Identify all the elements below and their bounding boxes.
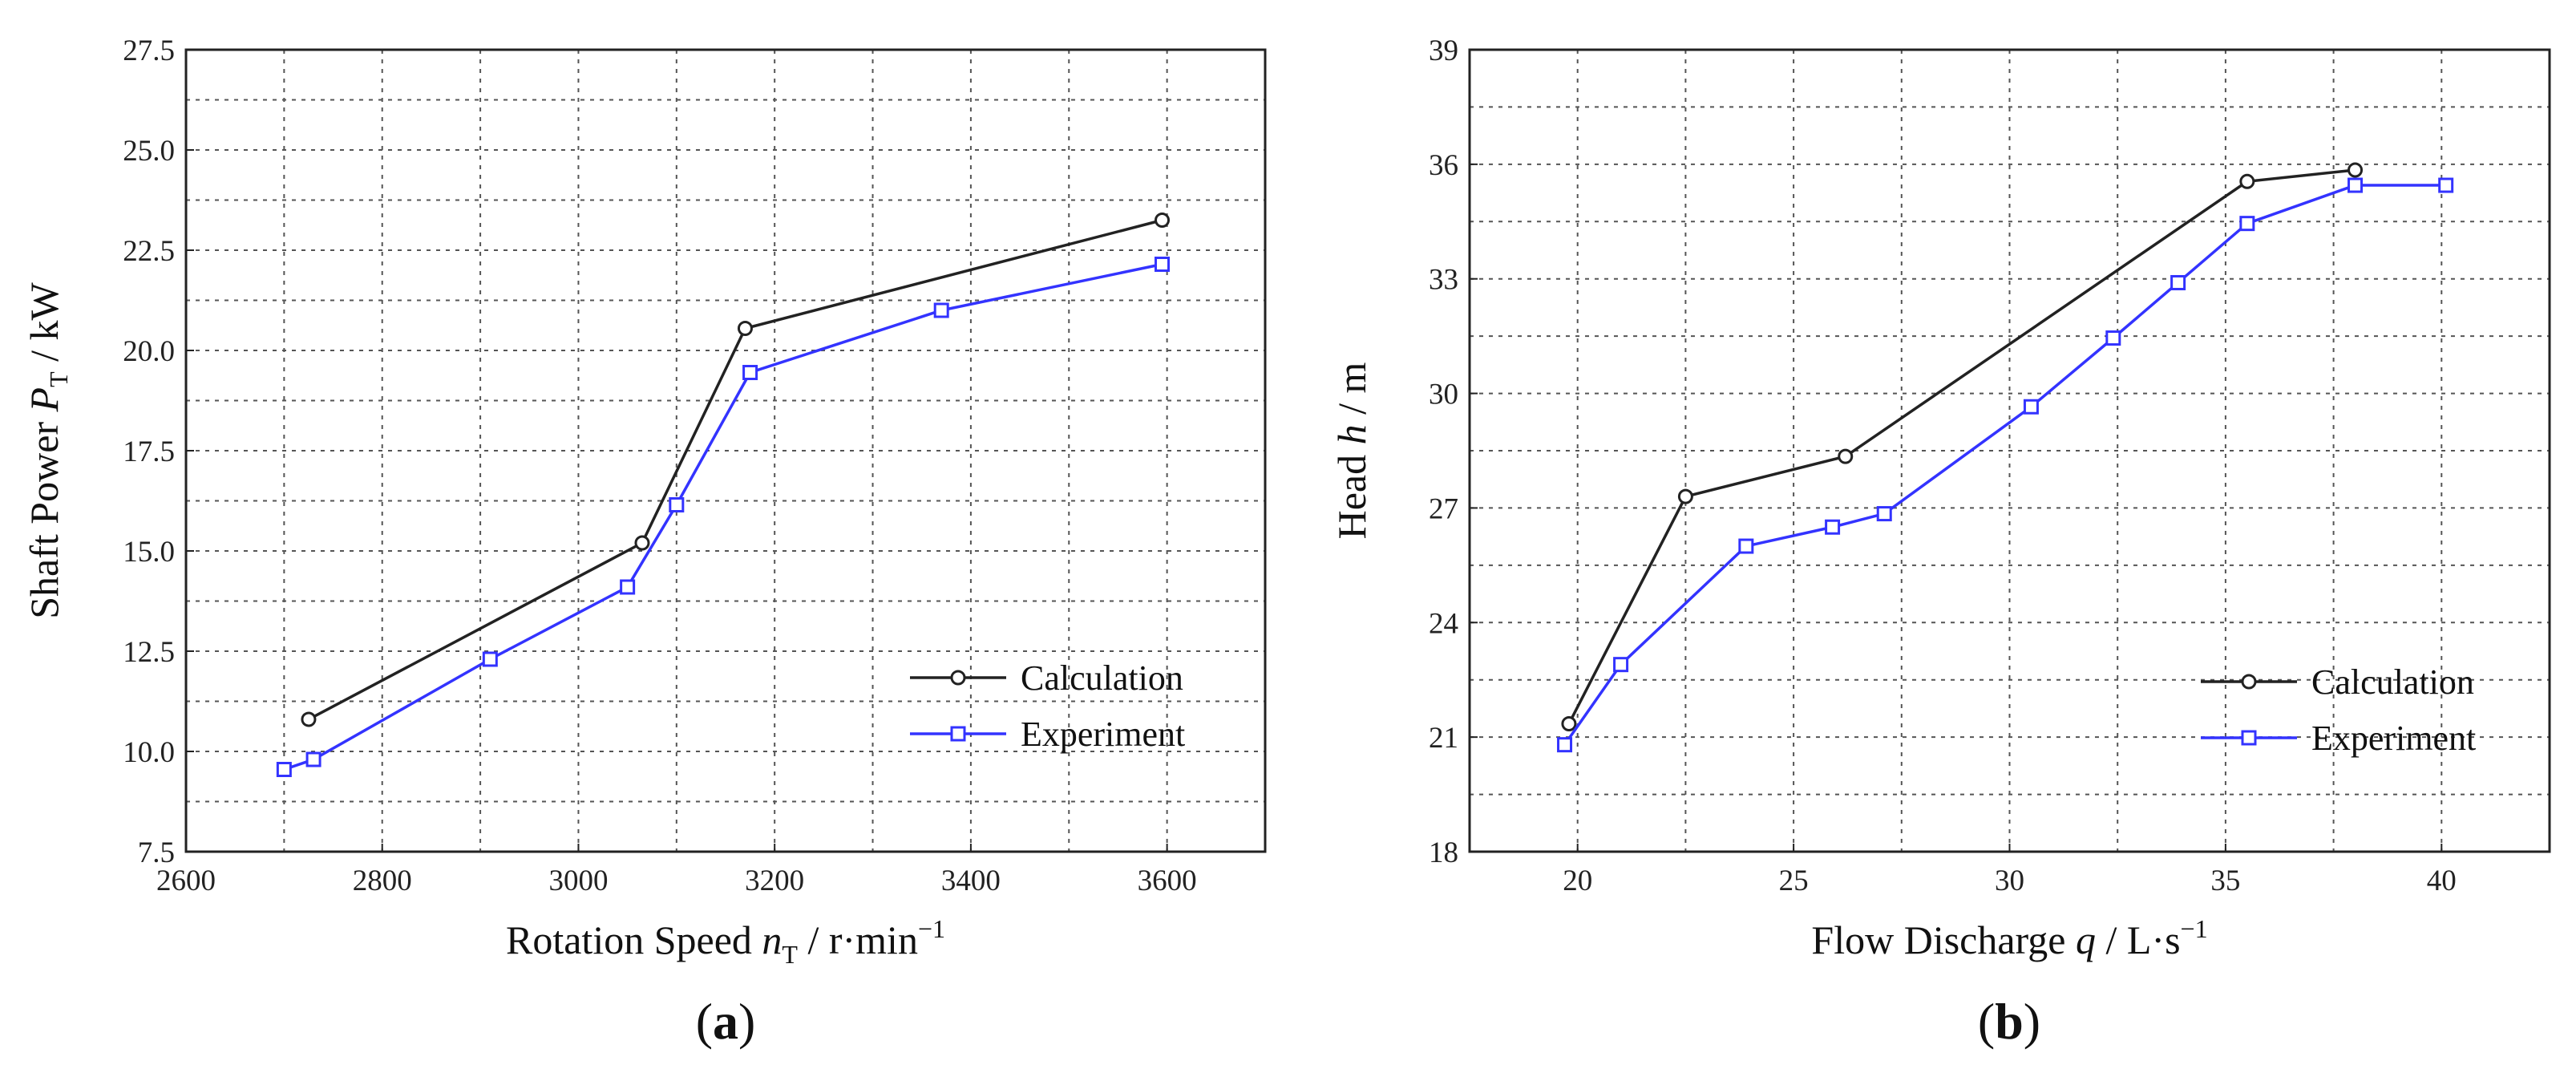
x-tick-label: 3400 <box>941 865 1001 897</box>
data-point-experiment <box>2170 274 2186 290</box>
x-axis-label: Flow Discharge q / L·s−1 <box>1811 914 2207 962</box>
data-point-experiment <box>1825 519 1841 535</box>
data-point-experiment <box>2023 399 2039 415</box>
legend-marker <box>2241 674 2257 690</box>
series-line-calculation <box>308 218 1163 721</box>
y-tick-label: 39 <box>1429 34 1458 67</box>
panel-label: (b) <box>1978 993 2040 1050</box>
legend-label: Experiment <box>2311 719 2476 758</box>
y-tick-label: 17.5 <box>123 435 175 468</box>
data-point-experiment <box>933 302 949 318</box>
plot-frame <box>1468 48 2551 853</box>
data-point-experiment <box>1557 737 1573 753</box>
y-tick-label: 27 <box>1429 492 1458 525</box>
x-tick-label: 35 <box>2210 865 2240 897</box>
series-line-calculation <box>1567 168 2356 725</box>
y-tick-label: 22.5 <box>123 235 175 268</box>
data-point-experiment <box>2348 177 2364 193</box>
data-point-experiment <box>1155 257 1171 272</box>
legend-marker <box>950 726 966 742</box>
data-point-experiment <box>482 651 498 667</box>
y-tick-label: 20.0 <box>123 335 175 368</box>
legend-label: Calculation <box>2311 662 2474 702</box>
x-tick-label: 2800 <box>353 865 412 897</box>
y-axis-label: Head h / m <box>1329 362 1374 540</box>
x-tick-label: 3200 <box>745 865 804 897</box>
chart-panel-1: 2600 2800 3000 3200 3400 3600 7.5 10.0 12.5 15.0 1… <box>22 34 1267 1050</box>
legend-label: Calculation <box>1021 658 1183 698</box>
y-tick-label: 30 <box>1429 379 1458 411</box>
y-tick-label: 27.5 <box>123 34 175 67</box>
data-point-calculation <box>737 321 753 336</box>
data-point-experiment <box>669 497 685 512</box>
y-tick-label: 15.0 <box>123 536 175 569</box>
legend-label: Experiment <box>1021 715 1185 754</box>
series-line-experiment <box>1563 184 2446 746</box>
x-tick-label: 25 <box>1779 865 1809 897</box>
data-point-calculation <box>301 711 317 727</box>
data-point-calculation <box>2239 173 2255 189</box>
data-point-experiment <box>1876 506 1892 522</box>
x-tick-label: 3600 <box>1138 865 1197 897</box>
data-point-experiment <box>2105 330 2121 346</box>
data-point-experiment <box>276 762 292 777</box>
legend-marker <box>2241 730 2257 746</box>
data-point-experiment <box>1613 657 1629 673</box>
y-tick-label: 21 <box>1429 722 1458 755</box>
y-tick-label: 24 <box>1429 607 1458 640</box>
x-tick-label: 20 <box>1563 865 1592 897</box>
y-tick-label: 7.5 <box>138 836 175 869</box>
data-point-calculation <box>1838 448 1854 464</box>
data-point-experiment <box>1738 538 1754 554</box>
panel-label: (a) <box>696 993 756 1050</box>
data-point-calculation <box>2348 162 2364 178</box>
y-tick-label: 36 <box>1429 149 1458 182</box>
data-point-experiment <box>2438 177 2454 193</box>
y-tick-label: 18 <box>1429 836 1458 869</box>
y-tick-label: 10.0 <box>123 736 175 769</box>
x-axis-label: Rotation Speed nT / r·min−1 <box>506 914 945 969</box>
data-point-calculation <box>1155 213 1171 228</box>
chart-panel-2: 20 25 30 35 40 18 21 24 27 30 33 36 39 Calculation Exp… <box>1329 34 2551 1050</box>
data-point-calculation <box>634 535 650 551</box>
legend-marker <box>950 670 966 686</box>
y-tick-label: 25.0 <box>123 135 175 168</box>
data-point-calculation <box>1677 488 1693 504</box>
x-tick-label: 3000 <box>548 865 608 897</box>
y-axis-label: Shaft Power PT / kW <box>22 281 73 618</box>
x-tick-label: 2600 <box>156 865 216 897</box>
y-tick-label: 33 <box>1429 264 1458 297</box>
x-tick-label: 30 <box>1995 865 2024 897</box>
plot-frame <box>184 48 1267 853</box>
data-point-calculation <box>1561 715 1577 731</box>
x-tick-label: 40 <box>2427 865 2457 897</box>
series-line-experiment <box>283 262 1163 771</box>
data-point-experiment <box>742 365 758 380</box>
data-point-experiment <box>305 751 321 767</box>
data-point-experiment <box>620 579 636 595</box>
y-tick-label: 12.5 <box>123 636 175 669</box>
data-point-experiment <box>2239 216 2255 232</box>
